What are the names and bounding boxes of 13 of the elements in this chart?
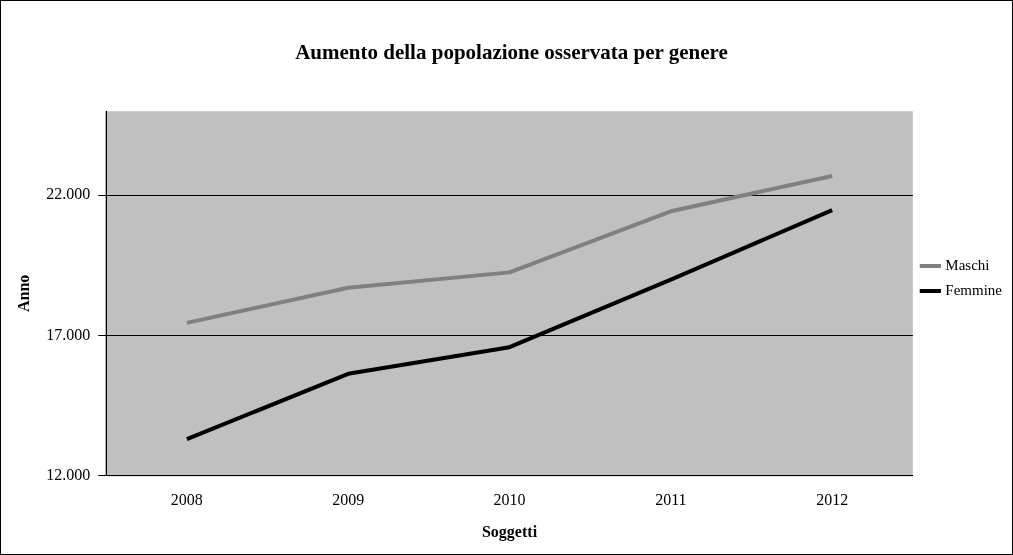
- y-tick-label: 17.000: [46, 325, 91, 343]
- legend-label: Maschi: [945, 256, 990, 273]
- x-tick-label: 2010: [493, 491, 526, 509]
- y-tick-label: 12.000: [46, 465, 91, 483]
- y-axis-title: Anno: [14, 274, 32, 313]
- chart-title: Aumento della popolazione osservata per genere: [295, 40, 728, 65]
- x-tick-label: 2008: [170, 491, 203, 509]
- x-tick-label: 2012: [816, 491, 849, 509]
- x-axis-title: Soggetti: [481, 522, 538, 541]
- x-tick-label: 2009: [332, 491, 365, 509]
- legend-label: Femmine: [945, 281, 1003, 298]
- y-tick-label: 22.000: [46, 185, 91, 203]
- x-tick-label: 2011: [655, 491, 687, 509]
